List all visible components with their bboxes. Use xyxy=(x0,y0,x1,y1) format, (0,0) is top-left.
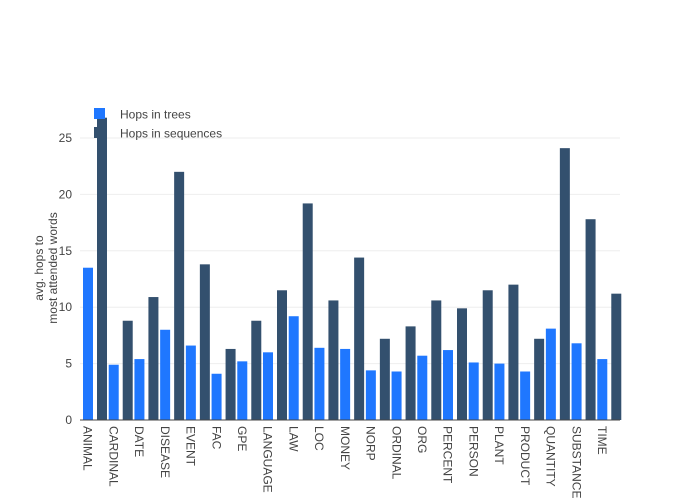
bar-sequences-law[interactable] xyxy=(302,203,313,420)
x-tick-label-plant: PLANT xyxy=(492,426,506,465)
bar-trees-event[interactable] xyxy=(185,345,196,420)
bar-trees-product[interactable] xyxy=(520,371,531,420)
bar-trees-law[interactable] xyxy=(288,316,299,420)
bar-trees-plant[interactable] xyxy=(494,363,505,420)
bar-trees-cardinal[interactable] xyxy=(108,364,119,420)
bar-trees-org[interactable] xyxy=(417,355,428,420)
x-tick-label-law: LAW xyxy=(286,426,300,452)
axes: 0 5 10 15 20 25 ANIMAL CARDINAL DATE DISEASE EVENT… xyxy=(59,131,620,498)
x-tick-label-quantity: QUANTITY xyxy=(544,426,558,487)
bars xyxy=(83,117,622,421)
bar-trees-date[interactable] xyxy=(134,359,145,420)
y-tick-label-15: 15 xyxy=(59,244,73,258)
legend: Hops in trees Hops in sequences xyxy=(94,108,222,141)
x-tick-label-event: EVENT xyxy=(184,426,198,467)
x-tick-label-org: ORG xyxy=(415,426,429,453)
bar-sequences-cardinal[interactable] xyxy=(122,320,133,420)
legend-swatch-sequences[interactable] xyxy=(94,127,105,138)
x-tick-label-loc: LOC xyxy=(312,426,326,451)
bar-trees-norp[interactable] xyxy=(365,370,376,420)
bar-sequences-org[interactable] xyxy=(431,300,442,420)
y-axis-title: avg. hops to most attended words xyxy=(32,212,60,323)
legend-swatch-trees[interactable] xyxy=(94,108,105,119)
bar-sequences-plant[interactable] xyxy=(508,284,519,420)
bar-trees-money[interactable] xyxy=(340,348,351,420)
bar-sequences-loc[interactable] xyxy=(328,300,339,420)
bar-trees-gpe[interactable] xyxy=(237,361,248,420)
bar-sequences-gpe[interactable] xyxy=(251,320,262,420)
x-tick-label-cardinal: CARDINAL xyxy=(106,426,120,487)
bar-sequences-quantity[interactable] xyxy=(559,148,570,421)
bar-trees-fac[interactable] xyxy=(211,373,222,420)
bar-trees-language[interactable] xyxy=(263,352,273,420)
bar-sequences-disease[interactable] xyxy=(174,171,185,420)
bar-sequences-ordinal[interactable] xyxy=(405,326,416,420)
bar-trees-disease[interactable] xyxy=(160,329,171,420)
bar-sequences-fac[interactable] xyxy=(225,348,236,420)
bar-trees-percent[interactable] xyxy=(443,350,453,420)
bar-trees-quantity[interactable] xyxy=(545,328,556,420)
legend-label-sequences[interactable]: Hops in sequences xyxy=(120,127,222,141)
x-tick-label-time: TIME xyxy=(595,426,609,455)
bar-sequences-language[interactable] xyxy=(277,290,287,420)
bar-sequences-animal[interactable] xyxy=(97,117,107,421)
legend-label-trees[interactable]: Hops in trees xyxy=(120,108,191,122)
x-tick-label-norp: NORP xyxy=(364,426,378,461)
x-tick-label-money: MONEY xyxy=(338,426,352,470)
y-tick-label-10: 10 xyxy=(59,300,73,314)
bar-sequences-product[interactable] xyxy=(534,338,545,420)
x-tick-label-gpe: GPE xyxy=(235,426,249,451)
x-tick-label-disease: DISEASE xyxy=(158,426,172,478)
y-axis-title-line-1: avg. hops to xyxy=(32,235,46,301)
bar-sequences-money[interactable] xyxy=(354,257,365,420)
bar-trees-person[interactable] xyxy=(468,362,479,420)
bar-sequences-norp[interactable] xyxy=(379,338,390,420)
x-tick-label-date: DATE xyxy=(132,426,146,457)
y-tick-label-25: 25 xyxy=(59,131,73,145)
x-tick-label-animal: ANIMAL xyxy=(81,426,95,471)
x-tick-label-fac: FAC xyxy=(209,426,223,450)
bar-sequences-substance[interactable] xyxy=(585,219,596,420)
x-tick-label-percent: PERCENT xyxy=(441,426,455,484)
bar-trees-loc[interactable] xyxy=(314,347,325,420)
gridlines xyxy=(80,137,620,365)
y-tick-label-5: 5 xyxy=(65,357,72,371)
x-tick-label-language: LANGUAGE xyxy=(261,426,275,493)
bar-sequences-person[interactable] xyxy=(482,290,493,420)
y-tick-label-0: 0 xyxy=(65,413,72,427)
bar-sequences-time[interactable] xyxy=(611,293,622,420)
y-tick-label-20: 20 xyxy=(59,187,73,201)
bar-sequences-percent[interactable] xyxy=(457,308,467,420)
bar-trees-ordinal[interactable] xyxy=(391,371,402,420)
x-tick-label-substance: SUBSTANCE xyxy=(569,426,583,498)
bar-sequences-date[interactable] xyxy=(148,297,159,420)
bar-sequences-event[interactable] xyxy=(199,264,210,420)
x-tick-label-product: PRODUCT xyxy=(518,426,532,486)
bar-trees-animal[interactable] xyxy=(83,267,93,420)
y-axis-title-line-2: most attended words xyxy=(46,212,60,323)
bar-trees-time[interactable] xyxy=(597,359,608,420)
bar-trees-substance[interactable] xyxy=(571,343,582,420)
x-tick-label-ordinal: ORDINAL xyxy=(389,426,403,480)
x-tick-label-person: PERSON xyxy=(466,426,480,477)
